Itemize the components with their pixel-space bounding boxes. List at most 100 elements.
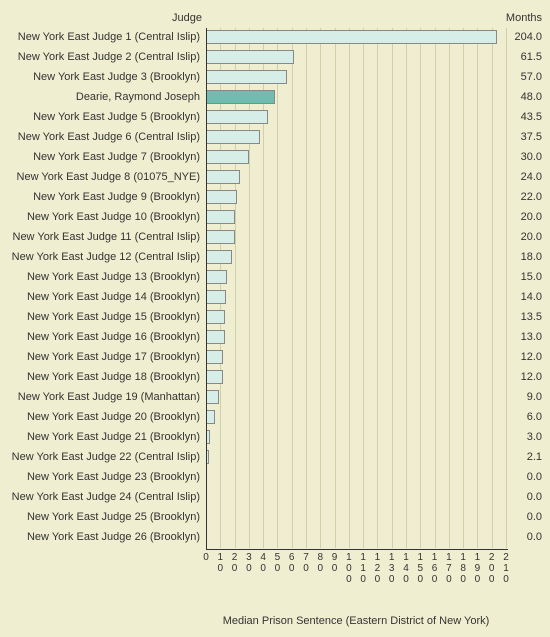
- gridline: [392, 28, 393, 548]
- row-label: New York East Judge 6 (Central Islip): [0, 131, 200, 143]
- row-label: New York East Judge 25 (Brooklyn): [0, 511, 200, 523]
- bar: [206, 130, 260, 144]
- bar: [206, 290, 226, 304]
- gridline: [435, 28, 436, 548]
- bar: [206, 410, 215, 424]
- row-label: New York East Judge 16 (Brooklyn): [0, 331, 200, 343]
- row-value: 22.0: [521, 191, 542, 203]
- gridline: [477, 28, 478, 548]
- bar: [206, 350, 223, 364]
- row-value: 14.0: [521, 291, 542, 303]
- y-axis-title: Judge: [0, 12, 202, 24]
- row-value: 0.0: [527, 531, 542, 543]
- row-label: Dearie, Raymond Joseph: [0, 91, 200, 103]
- gridline: [277, 28, 278, 548]
- gridline: [363, 28, 364, 548]
- row-value: 0.0: [527, 511, 542, 523]
- gridline: [349, 28, 350, 548]
- gridline: [306, 28, 307, 548]
- x-axis-title: Median Prison Sentence (Eastern District…: [206, 615, 506, 627]
- gridline: [335, 28, 336, 548]
- x-axis-line: [206, 549, 508, 550]
- row-label: New York East Judge 14 (Brooklyn): [0, 291, 200, 303]
- gridline: [320, 28, 321, 548]
- x-axis: 0102030405060708090100110120130140150160…: [206, 552, 506, 602]
- x-tick: 210: [496, 552, 516, 585]
- bar: [206, 90, 275, 104]
- row-label: New York East Judge 19 (Manhattan): [0, 391, 200, 403]
- gridline: [406, 28, 407, 548]
- value-column-title: Months: [506, 12, 542, 24]
- y-axis-line: [206, 28, 207, 550]
- row-value: 13.5: [521, 311, 542, 323]
- bar: [206, 70, 287, 84]
- row-value: 61.5: [521, 51, 542, 63]
- row-value: 24.0: [521, 171, 542, 183]
- row-label: New York East Judge 2 (Central Islip): [0, 51, 200, 63]
- gridline: [449, 28, 450, 548]
- gridline: [420, 28, 421, 548]
- row-label: New York East Judge 20 (Brooklyn): [0, 411, 200, 423]
- gridline: [492, 28, 493, 548]
- row-label: New York East Judge 9 (Brooklyn): [0, 191, 200, 203]
- row-label: New York East Judge 24 (Central Islip): [0, 491, 200, 503]
- row-label: New York East Judge 1 (Central Islip): [0, 31, 200, 43]
- row-label: New York East Judge 13 (Brooklyn): [0, 271, 200, 283]
- row-label: New York East Judge 3 (Brooklyn): [0, 71, 200, 83]
- row-label: New York East Judge 12 (Central Islip): [0, 251, 200, 263]
- row-value: 204.0: [514, 31, 542, 43]
- bar: [206, 210, 235, 224]
- bar: [206, 110, 268, 124]
- row-label: New York East Judge 8 (01075_NYE): [0, 171, 200, 183]
- row-value: 0.0: [527, 471, 542, 483]
- row-label: New York East Judge 26 (Brooklyn): [0, 531, 200, 543]
- row-value: 57.0: [521, 71, 542, 83]
- gridline: [220, 28, 221, 548]
- row-value: 6.0: [527, 411, 542, 423]
- row-value: 20.0: [521, 211, 542, 223]
- bar: [206, 150, 249, 164]
- row-value: 3.0: [527, 431, 542, 443]
- row-value: 12.0: [521, 351, 542, 363]
- row-value: 48.0: [521, 91, 542, 103]
- row-value: 9.0: [527, 391, 542, 403]
- row-value: 0.0: [527, 491, 542, 503]
- row-value: 43.5: [521, 111, 542, 123]
- bar: [206, 190, 237, 204]
- bar: [206, 50, 294, 64]
- row-value: 20.0: [521, 231, 542, 243]
- bar: [206, 250, 232, 264]
- bar: [206, 310, 225, 324]
- row-value: 13.0: [521, 331, 542, 343]
- row-label: New York East Judge 23 (Brooklyn): [0, 471, 200, 483]
- chart-container: Judge Months New York East Judge 1 (Cent…: [0, 0, 550, 637]
- row-value: 18.0: [521, 251, 542, 263]
- row-label: New York East Judge 18 (Brooklyn): [0, 371, 200, 383]
- row-value: 2.1: [527, 451, 542, 463]
- gridline: [292, 28, 293, 548]
- gridline: [235, 28, 236, 548]
- gridline: [506, 28, 507, 548]
- row-label: New York East Judge 5 (Brooklyn): [0, 111, 200, 123]
- bar: [206, 30, 497, 44]
- row-value: 15.0: [521, 271, 542, 283]
- gridline: [263, 28, 264, 548]
- gridline: [463, 28, 464, 548]
- row-label: New York East Judge 10 (Brooklyn): [0, 211, 200, 223]
- bar: [206, 330, 225, 344]
- row-value: 37.5: [521, 131, 542, 143]
- gridline: [377, 28, 378, 548]
- gridline: [249, 28, 250, 548]
- bar: [206, 370, 223, 384]
- row-label: New York East Judge 21 (Brooklyn): [0, 431, 200, 443]
- row-label: New York East Judge 15 (Brooklyn): [0, 311, 200, 323]
- row-label: New York East Judge 22 (Central Islip): [0, 451, 200, 463]
- bar: [206, 170, 240, 184]
- bar: [206, 230, 235, 244]
- row-value: 30.0: [521, 151, 542, 163]
- row-label: New York East Judge 11 (Central Islip): [0, 231, 200, 243]
- row-value: 12.0: [521, 371, 542, 383]
- row-label: New York East Judge 17 (Brooklyn): [0, 351, 200, 363]
- bar: [206, 390, 219, 404]
- bar: [206, 270, 227, 284]
